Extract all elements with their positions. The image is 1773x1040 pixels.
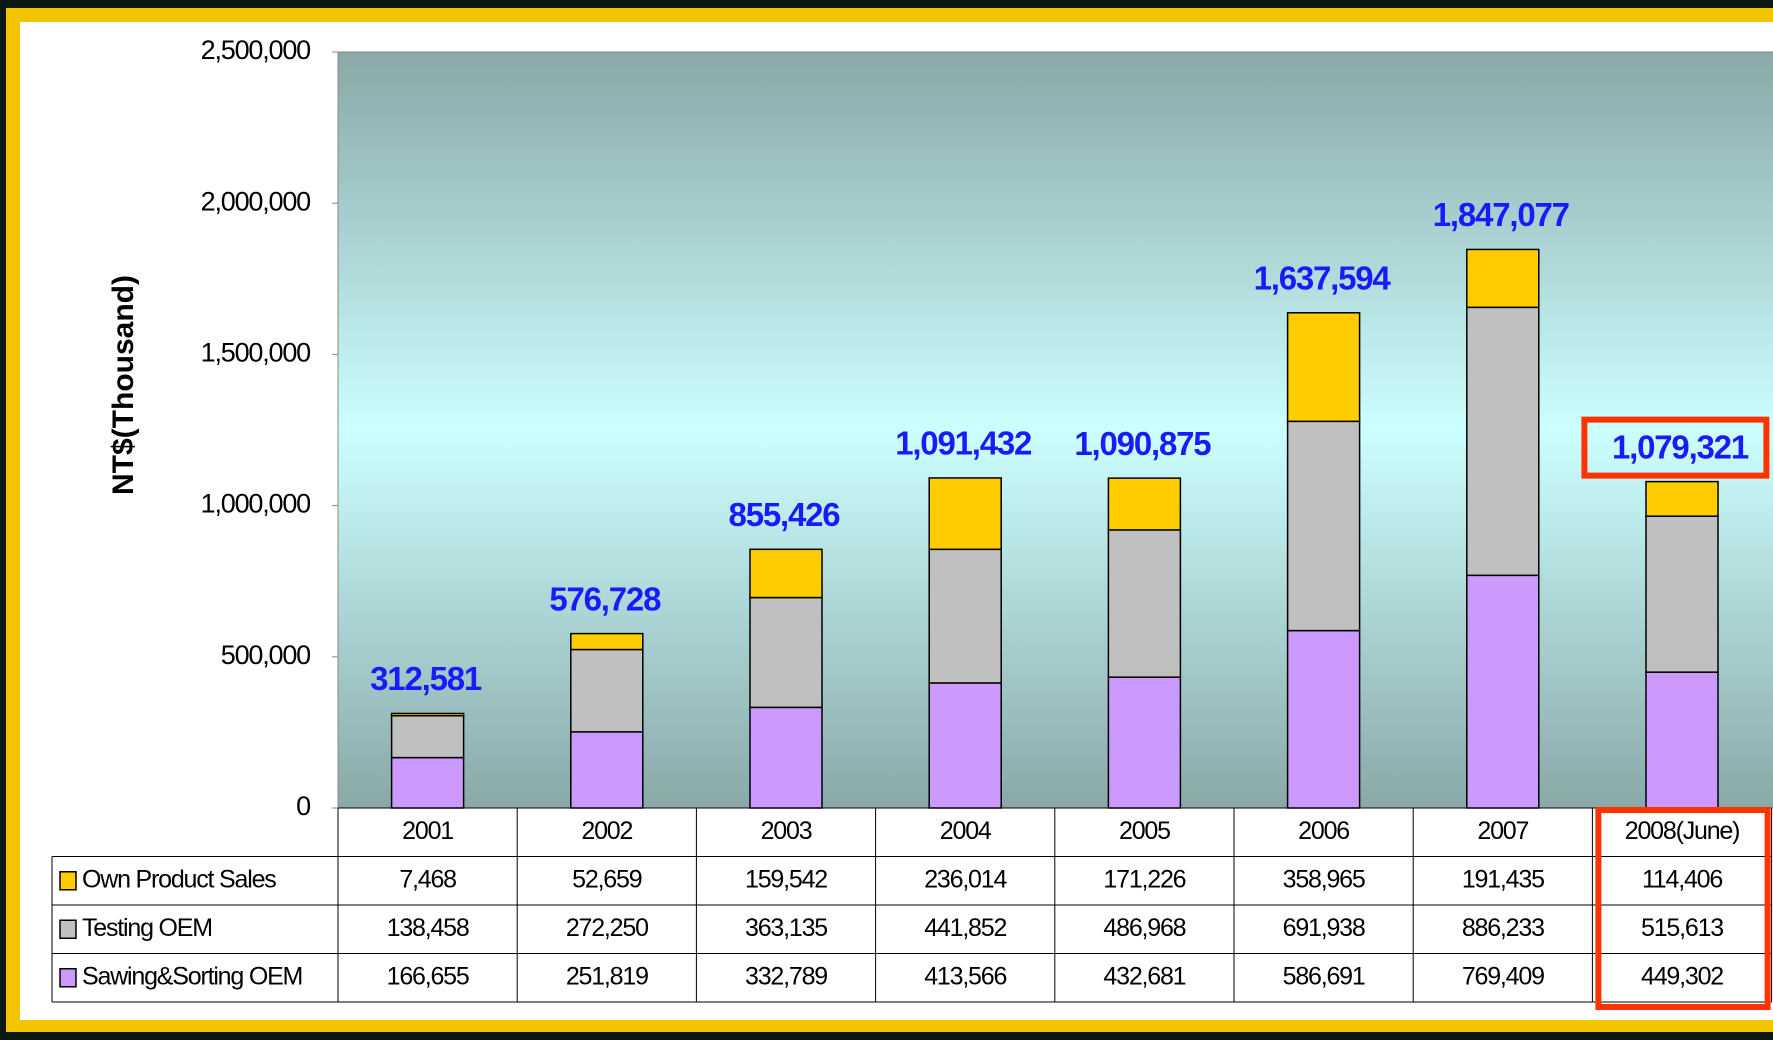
bar-segment [390, 756, 465, 809]
x-tick-label: 2001 [402, 817, 453, 845]
table-cell: 332,789 [745, 962, 827, 990]
bar-segment [570, 648, 644, 733]
total-label: 576,728 [549, 580, 661, 617]
table-cell: 138,458 [387, 914, 469, 942]
legend-swatch [59, 919, 77, 939]
table-cell: 441,852 [924, 914, 1006, 942]
total-label: 1,637,594 [1254, 260, 1392, 297]
y-tick-label: 1,000,000 [201, 489, 310, 519]
table-cell: 586,691 [1283, 962, 1365, 990]
table-cell: 191,435 [1462, 865, 1544, 893]
bar-segment [390, 712, 465, 717]
table-cell: 166,655 [387, 962, 469, 990]
table-cell: 159,542 [745, 865, 827, 893]
y-tick-label: 2,500,000 [201, 35, 310, 65]
legend-label: Own Product Sales [82, 865, 276, 893]
bar-segment [1286, 312, 1361, 423]
x-tick-label: 2006 [1298, 817, 1349, 845]
total-label: 1,079,321 [1612, 428, 1749, 465]
total-label: 1,090,875 [1074, 425, 1211, 462]
table-cell: 171,226 [1103, 865, 1185, 893]
y-tick-label: 2,000,000 [201, 186, 310, 216]
total-label: 312,581 [370, 660, 482, 697]
bar-segment [928, 548, 1002, 684]
bar-segment [1466, 574, 1540, 809]
table-cell: 363,135 [745, 914, 827, 942]
table-cell: 413,566 [924, 962, 1006, 990]
total-label: 1,847,077 [1433, 196, 1569, 233]
bar-segment [390, 714, 465, 759]
bar-segment [1645, 515, 1719, 673]
x-tick-label: 2007 [1477, 817, 1528, 845]
x-tick-label: 2002 [581, 817, 632, 845]
bar-segment [1107, 676, 1182, 809]
y-tick-label: 500,000 [221, 640, 310, 670]
total-label: 855,426 [729, 496, 841, 533]
table-cell: 7,468 [399, 865, 456, 893]
total-label: 1,091,432 [895, 425, 1032, 462]
bar-segment [570, 731, 644, 809]
table-cell: 236,014 [924, 865, 1007, 893]
table-cell: 272,250 [566, 914, 648, 942]
bar-segment [1107, 477, 1182, 531]
y-tick-label: 1,500,000 [201, 338, 310, 368]
x-tick-label: 2004 [940, 817, 992, 845]
table-cell: 114,406 [1642, 865, 1722, 893]
bar-segment [749, 596, 823, 709]
x-tick-label: 2003 [761, 817, 812, 845]
table-cell: 515,613 [1641, 914, 1723, 942]
bar-segment [1645, 671, 1719, 809]
table-cell: 52,659 [572, 865, 642, 893]
table-cell: 486,968 [1103, 914, 1185, 942]
legend-label: Sawing&Sorting OEM [82, 962, 302, 990]
table-cell: 432,681 [1103, 962, 1185, 990]
table-cell: 449,302 [1641, 962, 1723, 990]
bar-segment [749, 706, 823, 809]
highlight-box [1595, 807, 1771, 1010]
bar-segment [1286, 420, 1361, 632]
table-cell: 358,965 [1283, 865, 1365, 893]
y-tick-label: 0 [296, 791, 310, 821]
bar-segment [1466, 248, 1540, 309]
highlight-box [1581, 416, 1770, 479]
legend-swatch [59, 968, 77, 988]
x-tick-label: 2008(June) [1625, 817, 1739, 845]
bar-segment [928, 477, 1002, 551]
bar-segment [749, 548, 823, 599]
bar-segment [1286, 629, 1361, 809]
bar-segment [1645, 480, 1719, 517]
table-cell: 886,233 [1462, 914, 1544, 942]
x-tick-label: 2005 [1119, 817, 1170, 845]
bar-segment [570, 632, 644, 651]
bar-segment [1107, 529, 1182, 678]
bar-segment [1466, 306, 1540, 577]
table-cell: 251,819 [566, 962, 648, 990]
bar-segment [928, 682, 1002, 809]
plot-area [337, 51, 1773, 809]
y-axis-label: NT$(Thousand) [107, 275, 140, 495]
table-cell: 769,409 [1462, 962, 1544, 990]
legend-label: Testing OEM [82, 914, 212, 942]
table-cell: 691,938 [1283, 914, 1365, 942]
legend-swatch [59, 871, 77, 891]
